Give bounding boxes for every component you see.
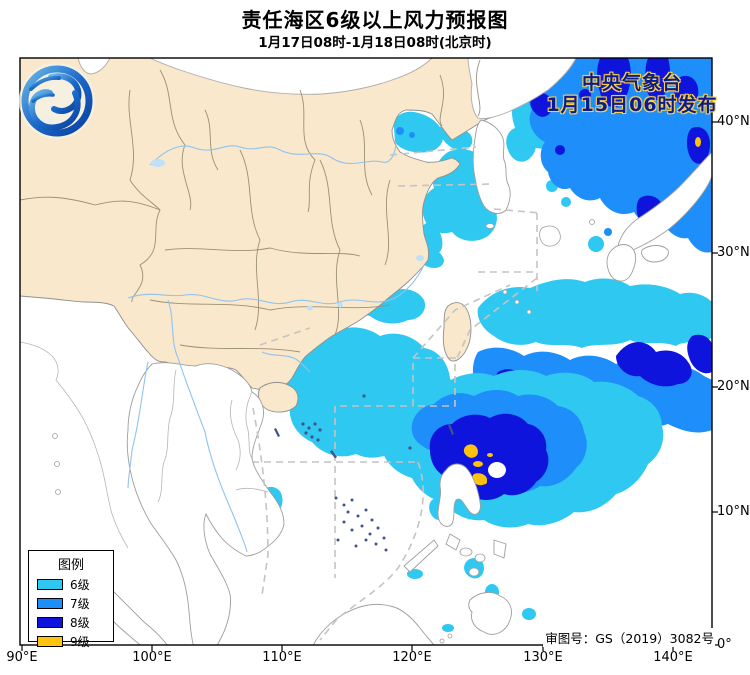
cma-logo — [19, 63, 95, 139]
legend-swatch-6 — [37, 578, 63, 590]
island-specks — [274, 394, 454, 552]
page-title: 责任海区6级以上风力预报图 — [241, 8, 509, 32]
legend-label-7: 7级 — [70, 596, 90, 611]
land-taiwan — [442, 302, 472, 362]
legend-item-7: 7级 — [37, 595, 113, 611]
lat-label-0: 0° — [717, 637, 732, 652]
lat-label-20n: 20°N — [717, 379, 750, 394]
foreign-borders — [20, 341, 269, 549]
map-frame — [19, 57, 718, 651]
map-license: 审图号：GS（2019）3082号 — [543, 628, 715, 647]
land-mindanao — [468, 592, 512, 635]
land-layer — [20, 58, 712, 645]
legend-box: 图例 6级 7级 8级 9级 — [28, 550, 114, 649]
lon-label-100e: 100°E — [132, 650, 172, 665]
legend-swatch-9 — [37, 635, 63, 647]
legend-item-6: 6级 — [37, 576, 113, 592]
legend-label-6: 6级 — [70, 577, 90, 592]
issue-agency: 中央气象台 — [581, 72, 682, 94]
land-mongolia — [149, 58, 433, 95]
typhoon-eye — [488, 462, 506, 478]
land-luzon — [437, 463, 481, 527]
wind-area-layer — [211, 58, 712, 643]
legend-item-8: 8级 — [37, 614, 113, 630]
legend-label-8: 8级 — [70, 615, 90, 630]
lat-label-30n: 30°N — [717, 245, 750, 260]
land-hainan — [257, 381, 299, 413]
legend-swatch-7 — [37, 597, 63, 609]
legend-title: 图例 — [57, 558, 84, 573]
sea-area-dashed-lines — [252, 146, 541, 641]
page-subtitle: 1月17日08时-1月18日08时(北京时) — [258, 35, 492, 51]
lat-label-10n: 10°N — [717, 504, 750, 519]
legend-swatch-8 — [37, 616, 63, 628]
issue-time: 1月15日06时发布 — [546, 94, 718, 116]
lon-label-130e: 130°E — [523, 650, 563, 665]
issue-notice: 中央气象台 1月15日06时发布 — [538, 72, 726, 116]
land-russia — [467, 58, 577, 120]
province-borders — [20, 59, 481, 353]
lon-label-140e: 140°E — [653, 650, 693, 665]
lon-label-120e: 120°E — [392, 650, 432, 665]
legend-item-9: 9级 — [37, 633, 113, 649]
lon-label-90e: 90°E — [6, 650, 38, 665]
lon-label-110e: 110°E — [262, 650, 302, 665]
wind-9-spot-ne — [695, 137, 701, 147]
legend-label-9: 9级 — [70, 634, 90, 649]
rivers — [127, 141, 425, 553]
lat-label-40n: 40°N — [717, 114, 750, 129]
